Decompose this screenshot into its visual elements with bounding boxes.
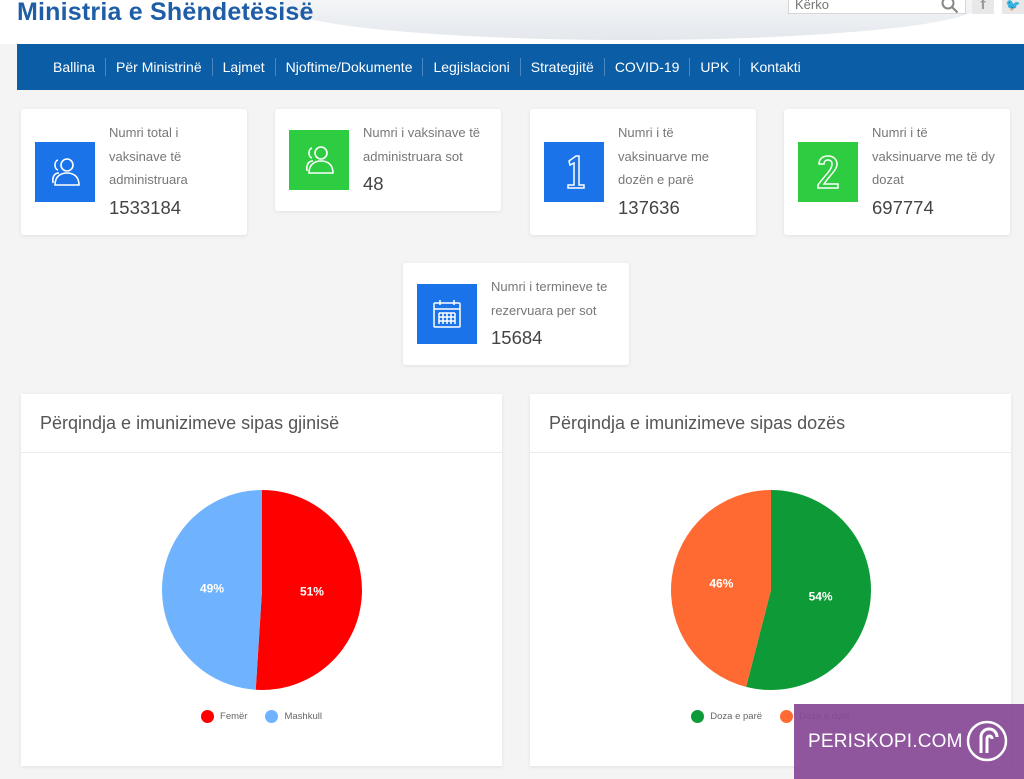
chart-legend: Femër Mashkull xyxy=(21,710,502,723)
pie-slice-doza-e-pare[interactable] xyxy=(746,490,871,690)
stat-value: 15684 xyxy=(491,327,543,348)
pie-data-label: 46% xyxy=(709,577,733,591)
stat-label: Numri i të vaksinuarve me dozën e parë xyxy=(618,125,710,187)
stat-label: Numri i termineve te rezervuara per sot xyxy=(491,279,608,318)
number-two-icon xyxy=(798,142,858,202)
site-title[interactable]: Ministria e Shëndetësisë xyxy=(17,0,314,26)
stat-value: 48 xyxy=(363,173,384,194)
search-icon[interactable] xyxy=(941,0,959,14)
pie-data-label: 54% xyxy=(809,589,833,603)
chart-title: Përqindja e imunizimeve sipas dozës xyxy=(549,413,846,433)
legend-swatch xyxy=(780,710,794,723)
nav-item-covid-19[interactable]: COVID-19 xyxy=(603,58,690,76)
watermark-text: PERISKOPI.COM xyxy=(808,730,963,752)
legend-swatch xyxy=(691,710,705,723)
legend-swatch xyxy=(201,710,215,723)
legend-label: Doza e parë xyxy=(710,711,763,722)
users-icon xyxy=(35,142,95,202)
legend-item-mashkull[interactable]: Mashkull xyxy=(265,710,322,723)
legend-label: Mashkull xyxy=(284,711,322,722)
legend-label: Femër xyxy=(220,711,248,722)
legend-item-doza-e-pare[interactable]: Doza e parë xyxy=(691,710,762,723)
stat-card-appointments: Numri i termineve te rezervuara per sot … xyxy=(403,263,629,365)
nav-item-lajmet[interactable]: Lajmet xyxy=(211,58,275,76)
number-one-icon xyxy=(544,142,604,202)
chart-title: Përqindja e imunizimeve sipas gjinisë xyxy=(40,413,340,433)
search-input[interactable] xyxy=(789,0,929,13)
periskopi-watermark: PERISKOPI.COM xyxy=(794,704,1024,779)
stat-label: Numri i të vaksinuarve me të dy dozat xyxy=(872,125,995,187)
main-navigation: Ballina Për Ministrinë Lajmet Njoftime/D… xyxy=(17,44,1024,90)
legend-item-femer[interactable]: Femër xyxy=(201,710,247,723)
top-header: Ministria e Shëndetësisë f 🐦 xyxy=(0,0,1024,44)
gender-chart-panel: Përqindja e imunizimeve sipas gjinisë 51… xyxy=(21,394,502,766)
nav-item-upk[interactable]: UPK xyxy=(689,58,739,76)
twitter-icon[interactable]: 🐦 xyxy=(1002,0,1024,14)
stat-label: Numri i vaksinave të administruara sot xyxy=(363,125,481,164)
nav-item-ballina[interactable]: Ballina xyxy=(53,59,96,75)
stat-value: 697774 xyxy=(872,197,934,218)
stat-value: 137636 xyxy=(618,197,680,218)
dose-pie-chart: 54% 46% xyxy=(670,490,871,690)
nav-item-legjislacioni[interactable]: Legjislacioni xyxy=(422,58,519,76)
stat-card-first-dose: Numri i të vaksinuarve me dozën e parë 1… xyxy=(530,109,756,235)
divider xyxy=(21,452,502,453)
pie-data-label: 51% xyxy=(300,585,324,599)
stat-card-total-vaccines: Numri total i vaksinave të administruara… xyxy=(21,109,247,235)
search-box[interactable] xyxy=(788,0,966,14)
nav-item-strategjite[interactable]: Strategjitë xyxy=(519,58,604,76)
legend-swatch xyxy=(265,710,279,723)
nav-item-njoftime-dokumente[interactable]: Njoftime/Dokumente xyxy=(274,58,423,76)
facebook-icon[interactable]: f xyxy=(972,0,994,14)
stat-label: Numri total i vaksinave të administruara xyxy=(109,125,188,187)
gender-pie-chart: 51% 49% xyxy=(162,490,363,690)
nav-item-kontakti[interactable]: Kontakti xyxy=(739,58,811,76)
stat-value: 1533184 xyxy=(109,197,182,218)
pie-slice-mashkull[interactable] xyxy=(162,490,262,690)
pie-data-label: 49% xyxy=(200,581,224,595)
stat-card-both-doses: Numri i të vaksinuarve me të dy dozat 69… xyxy=(784,109,1010,235)
pie-slice-doza-e-dyte[interactable] xyxy=(670,490,771,687)
divider xyxy=(530,452,1011,453)
nav-item-per-ministrine[interactable]: Për Ministrinë xyxy=(105,58,212,76)
calendar-icon xyxy=(417,284,477,344)
stat-card-vaccines-today: Numri i vaksinave të administruara sot 4… xyxy=(275,109,501,211)
pie-slice-femer[interactable] xyxy=(255,490,363,690)
periskopi-logo-icon xyxy=(966,720,1008,762)
users-icon xyxy=(289,130,349,190)
